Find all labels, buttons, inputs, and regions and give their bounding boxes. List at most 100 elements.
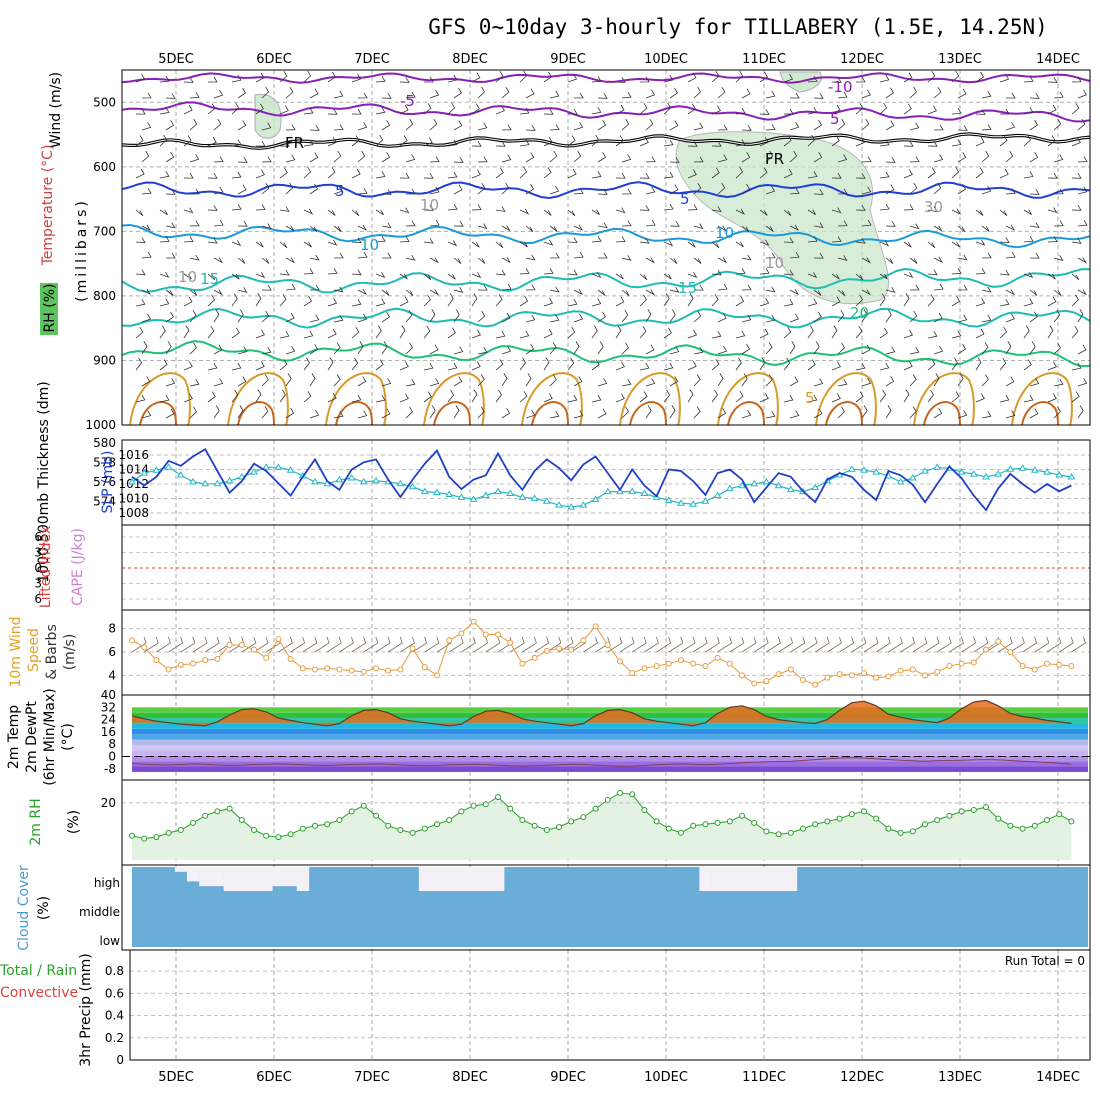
wind-barb [255,169,265,179]
wind-barb [813,222,824,229]
wind-barb [429,405,436,419]
wind-barb [237,346,248,355]
wind-barb [951,330,962,339]
wind-speed-line-point [385,667,392,674]
wind-barb [597,189,608,195]
wind-barb [429,219,440,227]
wind-barb [375,298,386,307]
panels: 5DEC 5DEC 6DEC 6DEC 7DEC 7DEC 8DEC 8DEC 9DEC 9DEC… [0,52,1091,1085]
wind-barb [693,156,704,163]
wind-barb [375,134,384,147]
wind-speed-line-point [946,663,953,669]
wind-barb [975,297,986,307]
wind-barb [135,326,144,339]
contour-label: 5 [830,110,840,128]
wind-speed-line-point [458,630,465,637]
wind-speed-line-point [836,671,843,678]
surface-wind-barb [412,636,428,653]
thickness-line-point [921,467,929,474]
wind-barb [471,389,478,403]
surface-wind-barb [936,636,952,653]
wind-barb [453,184,463,195]
wind-barb [405,289,414,297]
wind-barb [141,122,152,131]
wind-barb [1071,273,1080,281]
wind-barb [999,73,1010,83]
wind-barb [831,77,842,83]
rh-line-point [995,815,1002,822]
wind-barb [831,325,838,339]
thickness-tick-label: 578 [93,455,116,469]
wind-speed-line-point [336,666,343,673]
wind-barb [885,157,896,163]
li-tick-label: 3 [34,546,42,560]
wind-barb [135,269,146,276]
rh-line-point [507,805,514,812]
wind-barb [189,254,200,261]
wind-barb [357,150,366,163]
wind-barb [927,140,938,147]
wind-barb [669,257,678,265]
slp-tick-label: 1010 [118,492,149,506]
wind-barb [519,208,530,215]
wind-barb [333,225,342,232]
wind-speed-line-point [434,672,440,679]
rh-line-point [299,825,306,832]
wind-barb [957,183,967,195]
wind-speed-line-point [714,654,721,661]
wind-barb [237,184,247,195]
wind-barb [423,76,434,83]
thickness-line-point [860,466,868,473]
rh-line-point [1007,822,1014,829]
thickness-line-point [469,495,478,502]
wind-barb [495,389,502,403]
wind-barb [405,91,416,99]
wind-barb [279,70,288,83]
wind-barb [1023,76,1034,83]
wind-barb [405,220,416,227]
wind-barb [927,294,935,307]
wind-barb [591,298,602,307]
isotherm-10 [121,223,1091,249]
wind-barb [309,409,320,419]
wind-barb [1023,394,1034,403]
isotherm-25-loop [913,372,975,426]
wind-barb [471,103,480,115]
wind-barb [807,171,818,179]
rh-area [132,792,1072,860]
wind-barb [717,182,726,195]
wind-barb [381,93,392,99]
wind-barb [1005,224,1016,231]
wind-barb [423,173,434,179]
surface-wind-barb [131,636,147,653]
rh-line-point [1044,817,1050,823]
temp-2m-line [131,699,1072,727]
wind-barb [1053,188,1064,195]
wind-barb [621,406,630,419]
wind-barb [543,393,553,403]
thickness-line [131,466,1072,508]
cape-axis-label: CAPE (J/kg) [70,528,86,606]
isotherm-30-loop [237,401,275,426]
wind-barb [597,408,607,419]
cloud-high-gap [455,867,468,891]
surface-wind-barb [424,636,440,653]
thickness-line-point [1067,473,1076,480]
wind-speed-line-point [421,664,428,671]
pressure-tick-label: 900 [93,353,116,367]
wind-barb [333,124,344,131]
wind-barb [927,269,938,276]
wind-barb [783,237,794,244]
wind-barb [621,378,632,387]
wind-barb [711,269,722,276]
wind-barb [423,237,434,244]
cloud-high-gap [235,867,249,891]
wind-barb [285,283,296,291]
wind-barb [399,104,409,115]
wind-barb [645,344,655,355]
wind-barb [447,273,456,280]
day-tick-label-top: 12DEC [840,52,884,67]
wind-barb [495,241,504,249]
wind-barb [1047,135,1056,147]
wind-barb [1071,173,1082,179]
